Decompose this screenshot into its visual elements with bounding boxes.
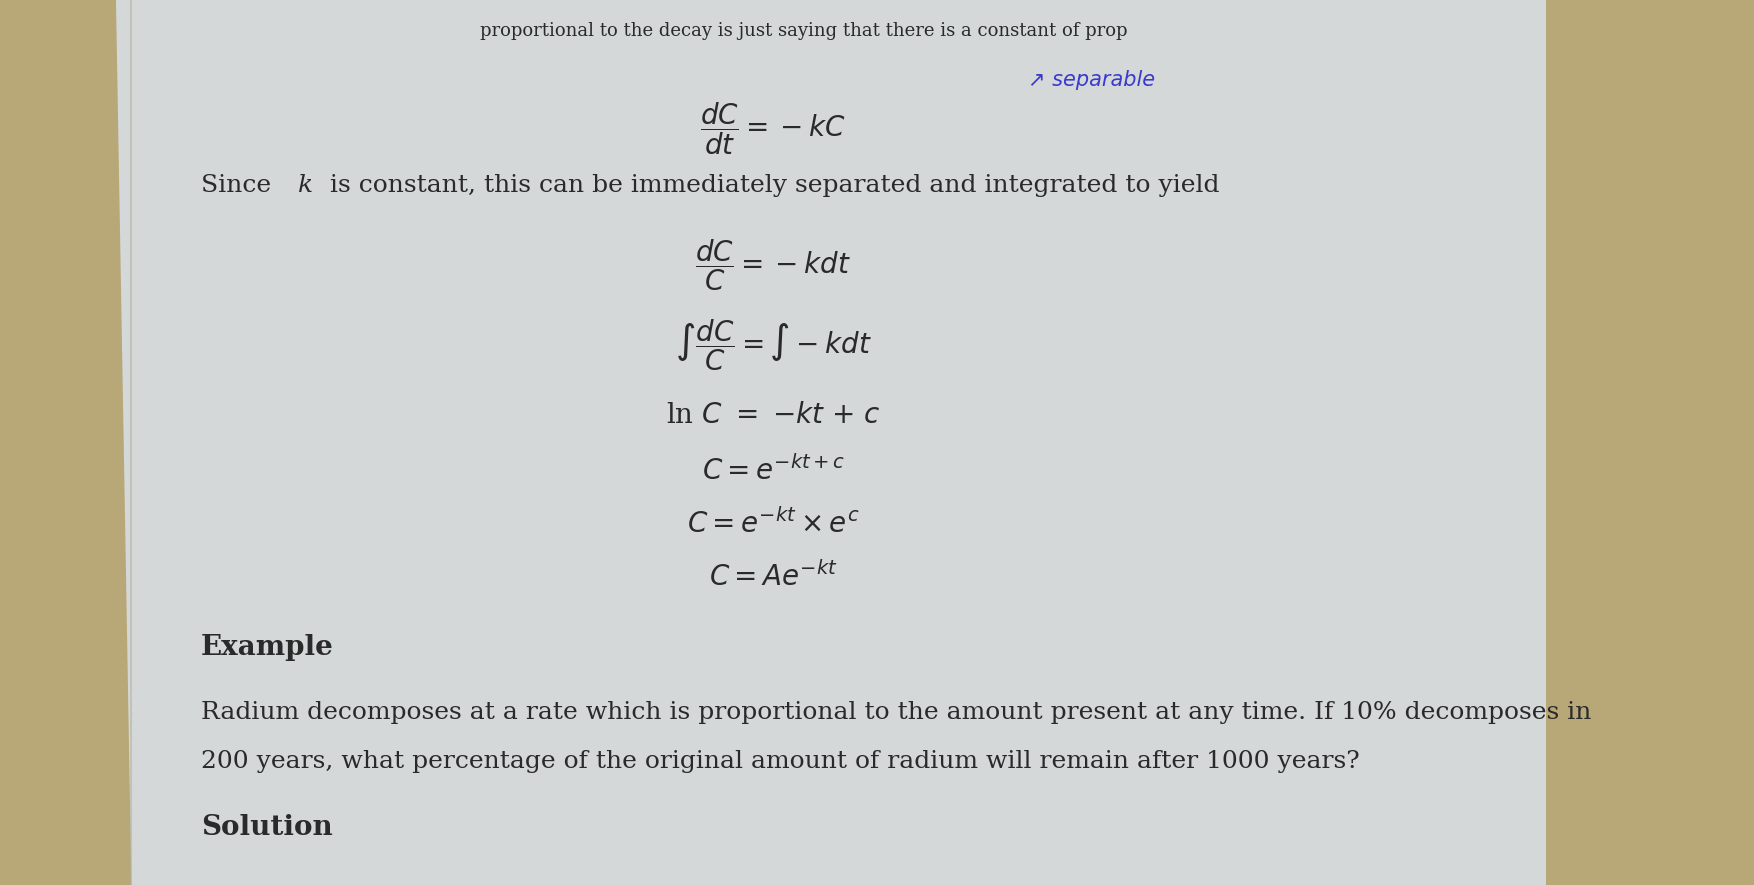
Text: Example: Example <box>202 635 333 661</box>
Text: Solution: Solution <box>202 814 333 841</box>
Text: Since: Since <box>202 174 279 197</box>
Text: 200 years, what percentage of the original amount of radium will remain after 10: 200 years, what percentage of the origin… <box>202 750 1359 773</box>
Text: proportional to the decay is just saying that there is a constant of prop: proportional to the decay is just saying… <box>481 22 1128 40</box>
Text: is constant, this can be immediately separated and integrated to yield: is constant, this can be immediately sep… <box>321 174 1219 197</box>
Text: ↗ separable: ↗ separable <box>1028 70 1156 89</box>
Text: $C = e^{-kt} \times e^{c}$: $C = e^{-kt} \times e^{c}$ <box>688 509 859 539</box>
Text: $C = e^{-kt+c}$: $C = e^{-kt+c}$ <box>702 456 845 486</box>
Polygon shape <box>116 0 1547 885</box>
Text: ln $C$ $=$ $-kt$ $+$ $c$: ln $C$ $=$ $-kt$ $+$ $c$ <box>667 403 881 429</box>
Text: $C = Ae^{-kt}$: $C = Ae^{-kt}$ <box>709 562 837 592</box>
Text: $\dfrac{dC}{C} = -kdt$: $\dfrac{dC}{C} = -kdt$ <box>695 238 851 293</box>
Text: Radium decomposes at a rate which is proportional to the amount present at any t: Radium decomposes at a rate which is pro… <box>202 701 1591 724</box>
Text: $\int\dfrac{dC}{C} = \int -kdt$: $\int\dfrac{dC}{C} = \int -kdt$ <box>675 318 872 373</box>
Text: k: k <box>298 174 314 197</box>
Text: $\dfrac{dC}{dt} = -kC$: $\dfrac{dC}{dt} = -kC$ <box>700 100 845 157</box>
